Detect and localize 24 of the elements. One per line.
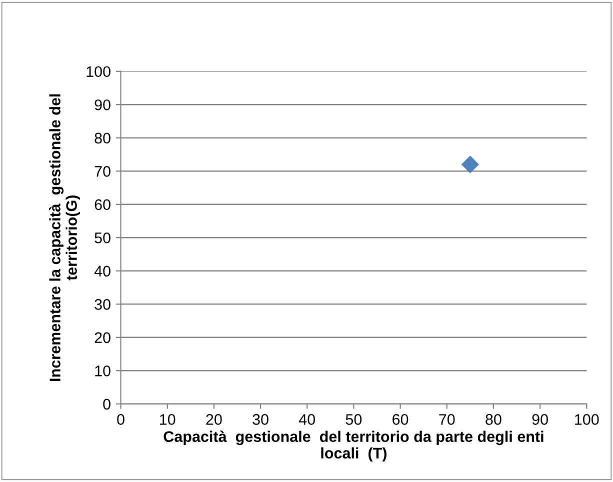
x-tick-label: 20 [206, 414, 222, 425]
y-tick-label: 0 [103, 398, 110, 410]
y-tick-label: 20 [94, 332, 110, 344]
x-tick-label: 60 [392, 414, 408, 425]
x-tick-label: 80 [486, 414, 502, 425]
y-tick-label: 30 [94, 299, 110, 310]
y-tick-label: 80 [94, 132, 110, 144]
x-tick-label: 0 [117, 414, 124, 425]
y-tick-label: 70 [94, 166, 110, 177]
x-axis-title: Capacità gestionale del territorio da parte degli enti locali (T) [164, 430, 544, 462]
x-tick-label: 10 [160, 414, 176, 425]
y-tick-label: 90 [94, 99, 110, 110]
y-tick-label: 40 [94, 266, 110, 277]
y-tick-label: 100 [86, 66, 110, 78]
x-tick-label: 40 [298, 414, 316, 425]
x-tick-label: 30 [252, 414, 268, 425]
x-tick-label: 100 [575, 414, 599, 425]
x-tick-label: 50 [346, 414, 362, 425]
x-tick-label: 90 [532, 414, 548, 425]
y-tick-label: 50 [94, 232, 110, 244]
y-tick-label: 60 [94, 199, 110, 210]
y-axis-title: Incrementare la capacità gestionale del territorio(G) [49, 94, 80, 381]
x-tick-label: 70 [439, 414, 455, 425]
y-tick-label: 10 [95, 366, 110, 376]
